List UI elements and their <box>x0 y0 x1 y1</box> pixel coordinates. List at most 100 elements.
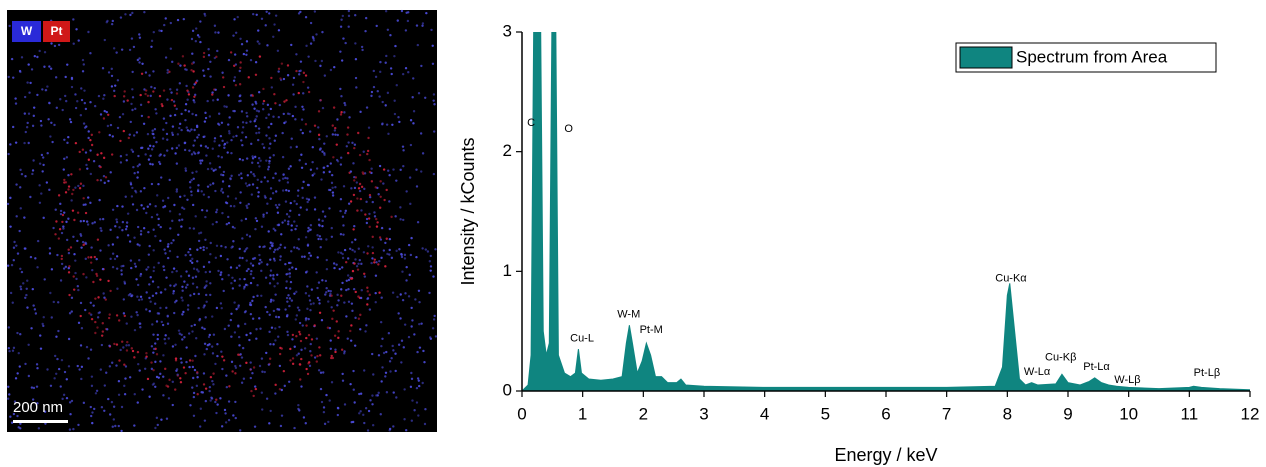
map-dot <box>98 131 101 134</box>
map-dot <box>292 93 295 96</box>
map-dot <box>102 174 106 178</box>
map-dot <box>220 121 224 124</box>
map-dot <box>339 209 342 213</box>
map-dot <box>7 326 11 329</box>
map-dot <box>152 70 155 73</box>
map-dot <box>270 298 273 302</box>
map-dot <box>193 323 196 327</box>
map-dot <box>319 64 322 68</box>
map-dot <box>349 200 353 203</box>
map-dot <box>232 135 235 138</box>
map-dot <box>154 426 157 430</box>
pt-badge <box>43 21 70 42</box>
map-dot <box>268 357 272 360</box>
map-dot <box>158 160 161 164</box>
map-dot <box>168 70 171 74</box>
map-dot <box>86 223 90 226</box>
map-dot <box>215 306 219 310</box>
map-dot <box>370 180 374 183</box>
map-dot <box>138 57 141 60</box>
map-dot <box>229 177 232 180</box>
map-dot <box>112 405 116 408</box>
map-dot <box>192 70 195 73</box>
map-dot <box>347 9 351 13</box>
map-dot <box>353 262 356 265</box>
map-dot <box>326 164 329 168</box>
map-dot <box>247 267 250 271</box>
map-dot <box>49 384 53 387</box>
map-dot <box>384 104 387 107</box>
map-dot <box>216 98 219 101</box>
map-dot <box>115 51 118 54</box>
map-dot <box>238 83 242 86</box>
map-dot <box>411 319 414 322</box>
map-dot <box>181 55 185 58</box>
map-dot <box>32 304 35 307</box>
map-dot <box>108 344 111 348</box>
map-dot <box>67 185 71 188</box>
map-dot <box>384 265 387 268</box>
x-tick-label: 0 <box>517 404 526 423</box>
map-dot <box>217 112 221 115</box>
map-dot <box>72 427 75 431</box>
map-dot <box>306 372 310 376</box>
map-dot <box>299 378 302 381</box>
peak-label: Cu-Kα <box>995 272 1027 284</box>
map-dot <box>363 369 366 372</box>
map-dot <box>96 326 99 329</box>
map-dot <box>354 238 357 241</box>
map-dot <box>158 162 162 166</box>
map-dot <box>316 234 319 237</box>
map-dot <box>228 185 231 188</box>
map-dot <box>309 342 312 346</box>
map-dot <box>58 227 62 231</box>
map-dot <box>302 80 305 84</box>
map-dot <box>139 229 143 233</box>
map-dot <box>293 220 296 223</box>
map-dot <box>388 253 391 256</box>
map-dot <box>403 418 406 421</box>
map-dot <box>296 306 300 309</box>
map-dot <box>25 126 29 129</box>
map-dot <box>367 126 371 129</box>
map-dot <box>395 84 398 87</box>
map-dot <box>340 294 343 297</box>
map-dot <box>153 127 157 131</box>
map-dot <box>249 58 253 62</box>
map-dot <box>79 113 83 117</box>
map-dot <box>165 276 168 279</box>
map-dot <box>157 182 160 186</box>
map-dot <box>346 151 350 155</box>
map-dot <box>367 245 370 248</box>
map-dot <box>27 141 30 145</box>
map-dot <box>187 93 191 96</box>
map-dot <box>152 266 156 269</box>
map-dot <box>186 89 189 92</box>
map-dot <box>247 202 250 206</box>
map-dot <box>358 258 361 262</box>
map-dot <box>74 186 77 189</box>
map-dot <box>152 90 155 93</box>
map-dot <box>177 62 180 65</box>
map-dot <box>222 85 226 89</box>
map-dot <box>232 64 236 67</box>
map-dot <box>317 133 321 137</box>
map-dot <box>60 257 63 261</box>
map-dot <box>299 128 303 132</box>
map-dot <box>254 100 257 104</box>
map-dot <box>274 392 277 395</box>
map-dot <box>336 133 339 137</box>
map-dot <box>110 400 114 404</box>
map-dot <box>327 289 330 293</box>
map-dot <box>115 218 118 221</box>
map-dot <box>238 264 241 267</box>
map-dot <box>392 168 395 171</box>
map-dot <box>110 153 114 156</box>
map-dot <box>325 393 328 397</box>
map-dot <box>269 343 272 346</box>
map-dot <box>103 409 106 412</box>
map-dot <box>337 330 340 333</box>
map-dot <box>106 124 110 128</box>
map-dot <box>142 227 146 230</box>
map-dot <box>405 429 408 432</box>
